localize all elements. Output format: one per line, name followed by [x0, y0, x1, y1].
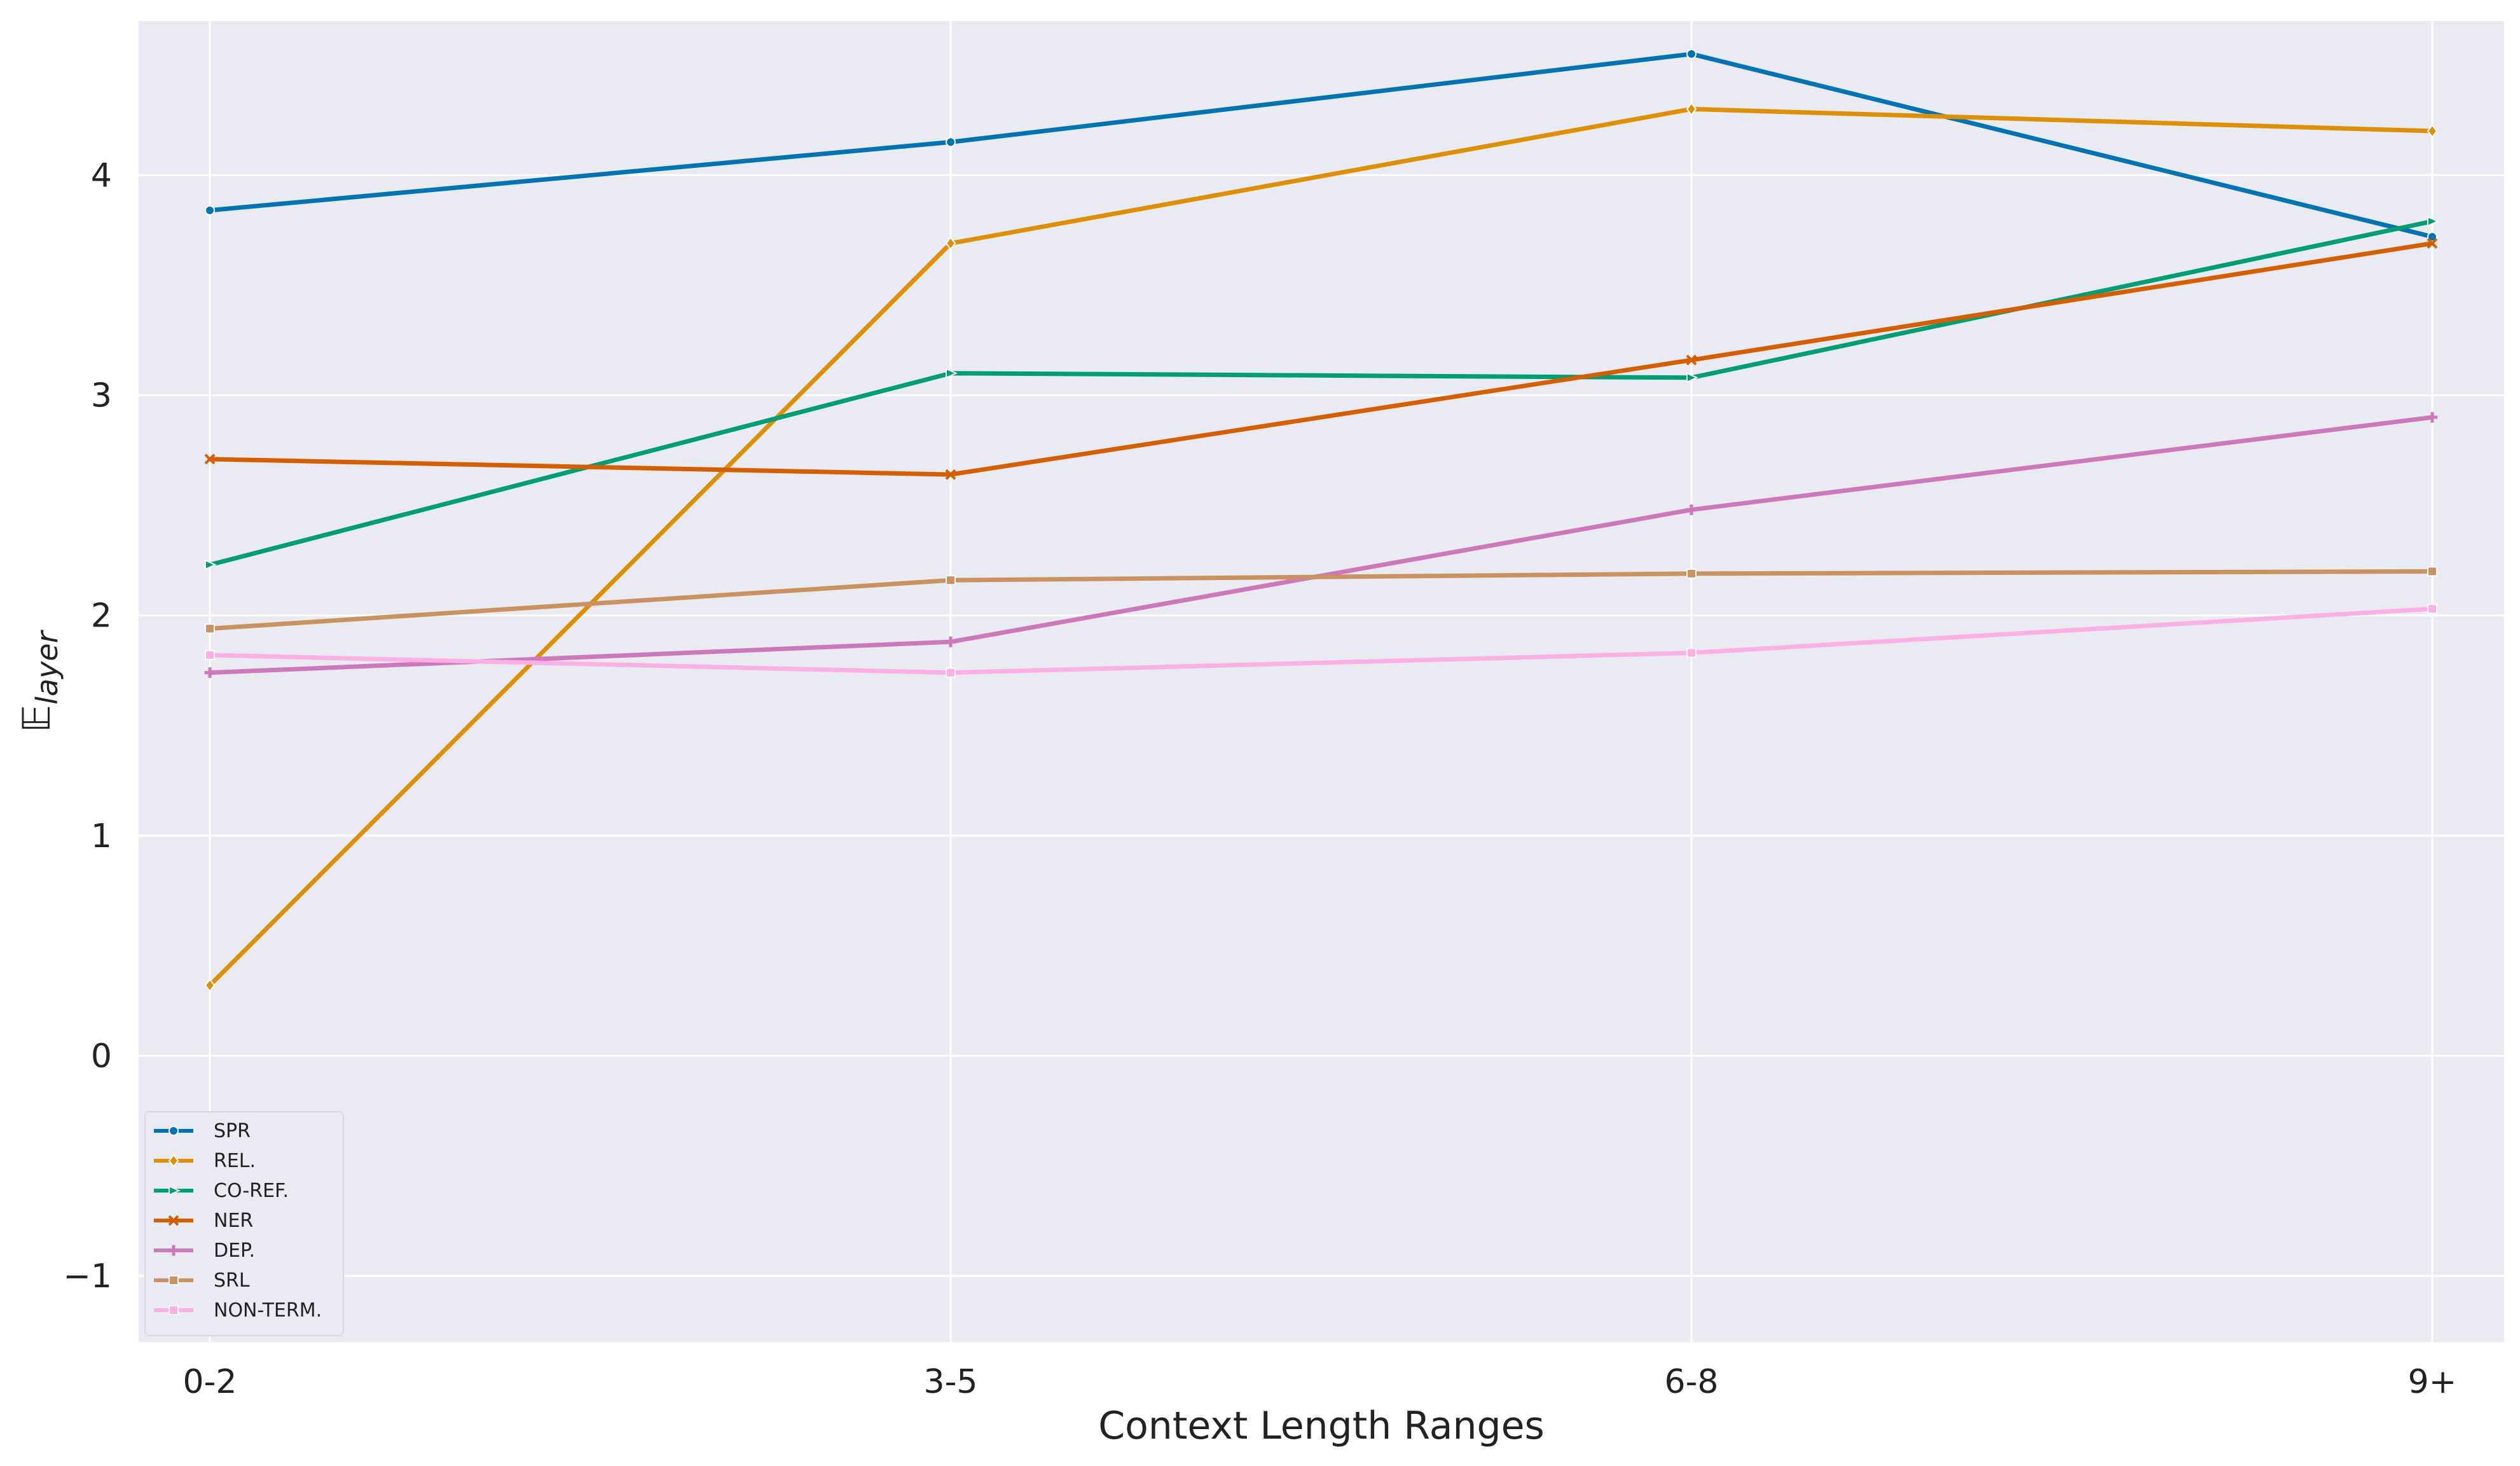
- data-point-2-0: [205, 559, 217, 570]
- legend-swatch-marker-5: [169, 1275, 179, 1285]
- legend: SPR REL. CO-REF. NER DEP. SRL NON-TERM.: [144, 1111, 344, 1336]
- data-point-6-0: [205, 649, 215, 660]
- data-point-0-2: [1686, 48, 1697, 59]
- data-point-1-0: [204, 978, 216, 992]
- data-point-4-2: [1686, 504, 1697, 515]
- data-point-6-3: [2427, 604, 2437, 614]
- data-point-4-3: [2427, 411, 2438, 423]
- x-tick-label-0: 0-2: [183, 1363, 237, 1401]
- data-point-4-0: [204, 667, 216, 679]
- series-lines: [204, 48, 2439, 992]
- data-point-3-0: [204, 453, 216, 465]
- data-point-1-2: [1686, 102, 1697, 116]
- data-point-4-1: [945, 636, 956, 647]
- legend-label-5: SRL: [214, 1269, 250, 1292]
- legend-swatch-marker-6: [169, 1305, 179, 1315]
- data-point-5-0: [205, 623, 215, 634]
- x-axis-title: Context Length Ranges: [1098, 1404, 1545, 1448]
- data-point-3-2: [1686, 354, 1697, 366]
- y-tick-label-4: 3: [91, 377, 112, 415]
- data-point-5-2: [1686, 568, 1697, 579]
- data-point-5-3: [2427, 566, 2437, 577]
- y-tick-label-3: 2: [91, 597, 112, 635]
- y-axis-ticks: −1 0 1 2 3 4: [63, 156, 112, 1296]
- legend-swatch-marker-1: [168, 1154, 179, 1168]
- legend-swatch-marker-4: [168, 1245, 179, 1256]
- legend-label-2: CO-REF.: [214, 1180, 289, 1202]
- data-point-2-3: [2427, 216, 2439, 227]
- data-point-2-2: [1686, 372, 1698, 384]
- series-3: [204, 238, 2438, 480]
- series-line-3: [207, 241, 2435, 477]
- x-axis-ticks: 0-2 3-5 6-8 9+: [183, 1363, 2457, 1401]
- x-tick-label-3: 9+: [2408, 1363, 2457, 1401]
- legend-label-6: NON-TERM.: [214, 1299, 322, 1322]
- series-line-6: [207, 606, 2435, 675]
- data-point-6-2: [1686, 647, 1697, 658]
- data-point-0-0: [205, 205, 215, 216]
- data-point-3-1: [945, 469, 956, 480]
- data-point-1-3: [2427, 124, 2438, 138]
- y-axis-title-main: 𝔼: [15, 705, 59, 733]
- data-point-0-1: [946, 137, 956, 148]
- plot-background: [139, 21, 2504, 1342]
- series-line-5: [207, 569, 2435, 631]
- data-point-1-1: [945, 236, 956, 251]
- x-tick-label-2: 6-8: [1665, 1363, 1719, 1401]
- data-point-2-1: [946, 368, 958, 379]
- y-axis-title-sub: layer: [30, 629, 64, 704]
- legend-label-0: SPR: [214, 1120, 251, 1142]
- legend-frame: [144, 1111, 344, 1336]
- legend-swatch-marker-2: [169, 1185, 181, 1196]
- series-6: [205, 604, 2437, 678]
- legend-swatch-marker-3: [168, 1215, 179, 1226]
- x-tick-label-1: 3-5: [924, 1363, 978, 1401]
- series-5: [205, 566, 2437, 634]
- legend-label-4: DEP.: [214, 1240, 255, 1262]
- y-tick-label-1: 0: [91, 1037, 112, 1075]
- y-tick-label-0: −1: [63, 1257, 112, 1296]
- series-line-0: [207, 52, 2435, 239]
- series-line-1: [207, 106, 2435, 988]
- data-point-5-1: [946, 575, 956, 586]
- y-tick-label-2: 1: [91, 817, 112, 855]
- data-point-3-3: [2427, 238, 2438, 249]
- data-point-6-1: [946, 667, 956, 678]
- legend-swatch-marker-0: [169, 1126, 179, 1136]
- y-tick-label-5: 4: [91, 156, 112, 195]
- series-1: [204, 102, 2438, 992]
- legend-label-1: REL.: [214, 1150, 256, 1172]
- legend-label-3: NER: [214, 1210, 253, 1232]
- y-axis-title: 𝔼layer: [15, 629, 64, 732]
